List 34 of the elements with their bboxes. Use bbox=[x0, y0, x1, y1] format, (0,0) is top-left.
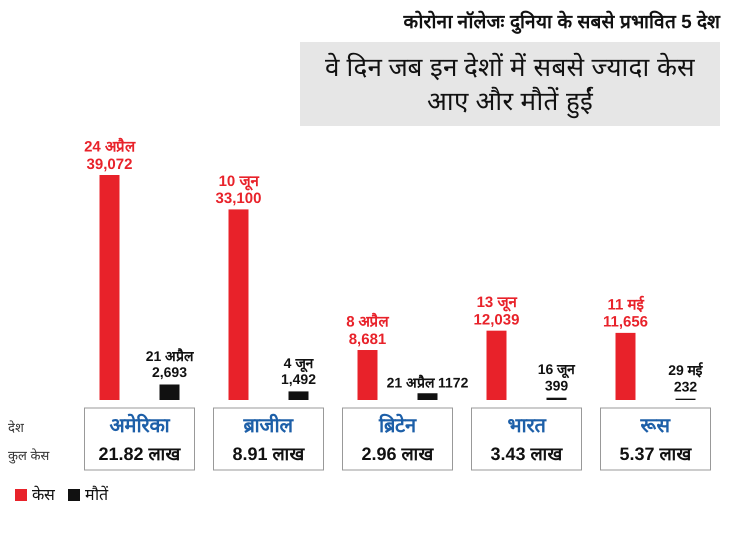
data-label: 29 मई 232 bbox=[668, 362, 704, 394]
text: 5.37 लाख bbox=[619, 444, 693, 464]
text: 21.82 लाख bbox=[98, 444, 182, 464]
bar bbox=[486, 330, 506, 400]
x-tick-label: ब्राजील bbox=[242, 413, 294, 437]
bar bbox=[160, 384, 180, 400]
data-label: 10 जून 33,100 bbox=[216, 172, 262, 208]
data-label: 21 अप्रैल 1172 bbox=[386, 374, 469, 390]
x-tick-label: रूस bbox=[640, 415, 672, 437]
chart-subtitle: वे दिन जब इन देशों में सबसे ज्यादा केस आए और मौतें हुईं bbox=[300, 42, 720, 126]
data-label: 13 जून 12,039 bbox=[474, 294, 520, 328]
x-tick-label: अमेरिका bbox=[110, 413, 170, 437]
text: कुल केस bbox=[8, 448, 50, 464]
text: 3.43 लाख bbox=[490, 444, 564, 464]
data-label: 8 अप्रैल 8,681 bbox=[346, 312, 390, 348]
x-tick-label: ब्रिटेन bbox=[378, 413, 417, 437]
text: 8.91 लाख bbox=[232, 444, 306, 464]
legend-label: मौतें bbox=[85, 485, 109, 504]
data-label: 24 अप्रैल 39,072 bbox=[84, 138, 136, 173]
bar bbox=[100, 175, 120, 400]
data-label: 16 जून 399 bbox=[538, 361, 576, 394]
data-label: 11 मई 11,656 bbox=[602, 295, 648, 331]
x-tick-label: भारत bbox=[508, 415, 548, 437]
chart-title: कोरोना नॉलेजः दुनिया के सबसे प्रभावित 5 देश bbox=[402, 10, 720, 34]
legend-label: केस bbox=[32, 485, 56, 504]
text: 2.96 लाख bbox=[361, 444, 435, 464]
bar bbox=[288, 391, 308, 400]
bar bbox=[418, 393, 438, 400]
data-label: 4 जून 1,492 bbox=[280, 354, 316, 388]
text: देश bbox=[8, 420, 25, 435]
bar bbox=[358, 350, 378, 400]
bar bbox=[616, 332, 636, 400]
bar bbox=[228, 209, 248, 400]
data-label: 21 अप्रैल 2,693 bbox=[146, 348, 194, 380]
